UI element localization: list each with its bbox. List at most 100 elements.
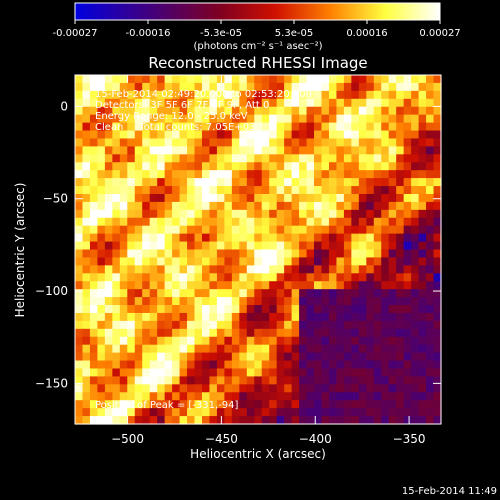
heatmap-cell bbox=[343, 186, 352, 195]
heatmap-cell bbox=[411, 82, 420, 92]
heatmap-cell bbox=[396, 122, 405, 132]
heatmap-cell bbox=[358, 344, 367, 354]
colorbar-ticks: -0.00027 -0.00016 -5.3e-05 5.3e-05 0.00016 0.… bbox=[53, 20, 461, 39]
heatmap-cell bbox=[306, 170, 315, 179]
heatmap-cell bbox=[306, 408, 315, 417]
heatmap-cell bbox=[104, 233, 113, 243]
heatmap-cell bbox=[127, 241, 136, 251]
heatmap-cell bbox=[396, 376, 405, 385]
heatmap-cell bbox=[299, 416, 308, 425]
heatmap-cell bbox=[321, 392, 330, 401]
heatmap-cell bbox=[246, 75, 255, 84]
heatmap-cell bbox=[201, 352, 211, 362]
heatmap-cell bbox=[89, 178, 99, 187]
heatmap-cell bbox=[433, 305, 442, 314]
heatmap-cell bbox=[328, 257, 338, 266]
heatmap-cell bbox=[388, 249, 397, 259]
heatmap-cell bbox=[336, 90, 345, 100]
heatmap-cell bbox=[418, 178, 427, 187]
heatmap-cell bbox=[164, 384, 173, 393]
heatmap-cell bbox=[82, 392, 91, 401]
heatmap-cell bbox=[172, 289, 181, 298]
y-tick-label: −100 bbox=[35, 284, 68, 298]
heatmap-cell bbox=[157, 305, 166, 314]
heatmap-cell bbox=[164, 178, 173, 187]
heatmap-cell bbox=[396, 360, 405, 370]
heatmap-cell bbox=[231, 90, 240, 100]
heatmap-cell bbox=[164, 281, 173, 290]
heatmap-cell bbox=[172, 408, 181, 417]
heatmap-cell bbox=[381, 201, 390, 211]
heatmap-cell bbox=[75, 392, 84, 401]
heatmap-cell bbox=[209, 122, 218, 132]
heatmap-cell bbox=[411, 178, 420, 187]
heatmap-cell bbox=[276, 416, 285, 425]
heatmap-cell bbox=[164, 154, 173, 163]
heatmap-cell bbox=[164, 114, 173, 124]
heatmap-cell bbox=[201, 265, 211, 274]
heatmap-cell bbox=[97, 360, 106, 370]
heatmap-cell bbox=[75, 400, 84, 409]
heatmap-cell bbox=[403, 201, 412, 211]
heatmap-cell bbox=[112, 376, 121, 385]
heatmap-cell bbox=[269, 289, 278, 298]
heatmap-cell bbox=[366, 297, 375, 306]
heatmap-cell bbox=[82, 281, 91, 290]
heatmap-cell bbox=[284, 241, 293, 251]
heatmap-cell bbox=[97, 130, 106, 140]
heatmap-cell bbox=[246, 209, 255, 219]
heatmap-cell bbox=[172, 114, 181, 124]
heatmap-cell bbox=[291, 217, 300, 227]
heatmap-cell bbox=[321, 90, 330, 100]
heatmap-cell bbox=[209, 201, 218, 211]
heatmap-cell bbox=[179, 297, 188, 306]
heatmap-cell bbox=[157, 297, 166, 306]
heatmap-cell bbox=[179, 384, 188, 393]
heatmap-cell bbox=[358, 162, 367, 171]
heatmap-cell bbox=[351, 265, 360, 274]
heatmap-cell bbox=[104, 408, 113, 417]
heatmap-cell bbox=[291, 297, 300, 306]
heatmap-cell bbox=[418, 257, 427, 266]
heatmap-cell bbox=[104, 114, 113, 124]
heatmap-cell bbox=[373, 75, 382, 84]
heatmap-cell bbox=[261, 297, 270, 306]
heatmap-cell bbox=[224, 114, 233, 124]
heatmap-cell bbox=[426, 178, 435, 187]
heatmap-cell bbox=[276, 138, 285, 147]
heatmap-cell bbox=[314, 352, 323, 362]
heatmap-cell bbox=[224, 170, 233, 179]
heatmap-cell bbox=[112, 138, 121, 147]
heatmap-cell bbox=[314, 312, 323, 322]
heatmap-cell bbox=[328, 138, 338, 147]
y-tick-label: −50 bbox=[43, 192, 68, 206]
heatmap-cell bbox=[82, 265, 91, 274]
heatmap-cell bbox=[373, 336, 382, 346]
heatmap-cell bbox=[75, 265, 84, 274]
heatmap-cell bbox=[246, 273, 255, 282]
heatmap-cell bbox=[351, 106, 360, 116]
heatmap-cell bbox=[381, 273, 390, 282]
heatmap-cell bbox=[149, 360, 158, 370]
heatmap-cell bbox=[224, 400, 233, 409]
heatmap-cell bbox=[358, 225, 367, 235]
heatmap-cell bbox=[82, 217, 91, 227]
heatmap-cell bbox=[403, 273, 412, 282]
heatmap-cell bbox=[269, 146, 278, 155]
heatmap-cell bbox=[336, 122, 345, 132]
heatmap-cell bbox=[336, 273, 345, 282]
heatmap-cell bbox=[209, 98, 218, 108]
heatmap-cell bbox=[97, 75, 106, 84]
heatmap-cell bbox=[119, 225, 128, 235]
heatmap-cell bbox=[433, 281, 442, 290]
heatmap-cell bbox=[164, 162, 173, 171]
heatmap-cell bbox=[418, 170, 427, 179]
heatmap-cell bbox=[201, 122, 211, 132]
heatmap-cell bbox=[172, 312, 181, 322]
heatmap-cell bbox=[396, 106, 405, 116]
heatmap-cell bbox=[179, 249, 188, 259]
heatmap-cell bbox=[366, 352, 375, 362]
heatmap-cell bbox=[366, 376, 375, 385]
heatmap-cell bbox=[254, 186, 263, 195]
heatmap-cell bbox=[396, 312, 405, 322]
